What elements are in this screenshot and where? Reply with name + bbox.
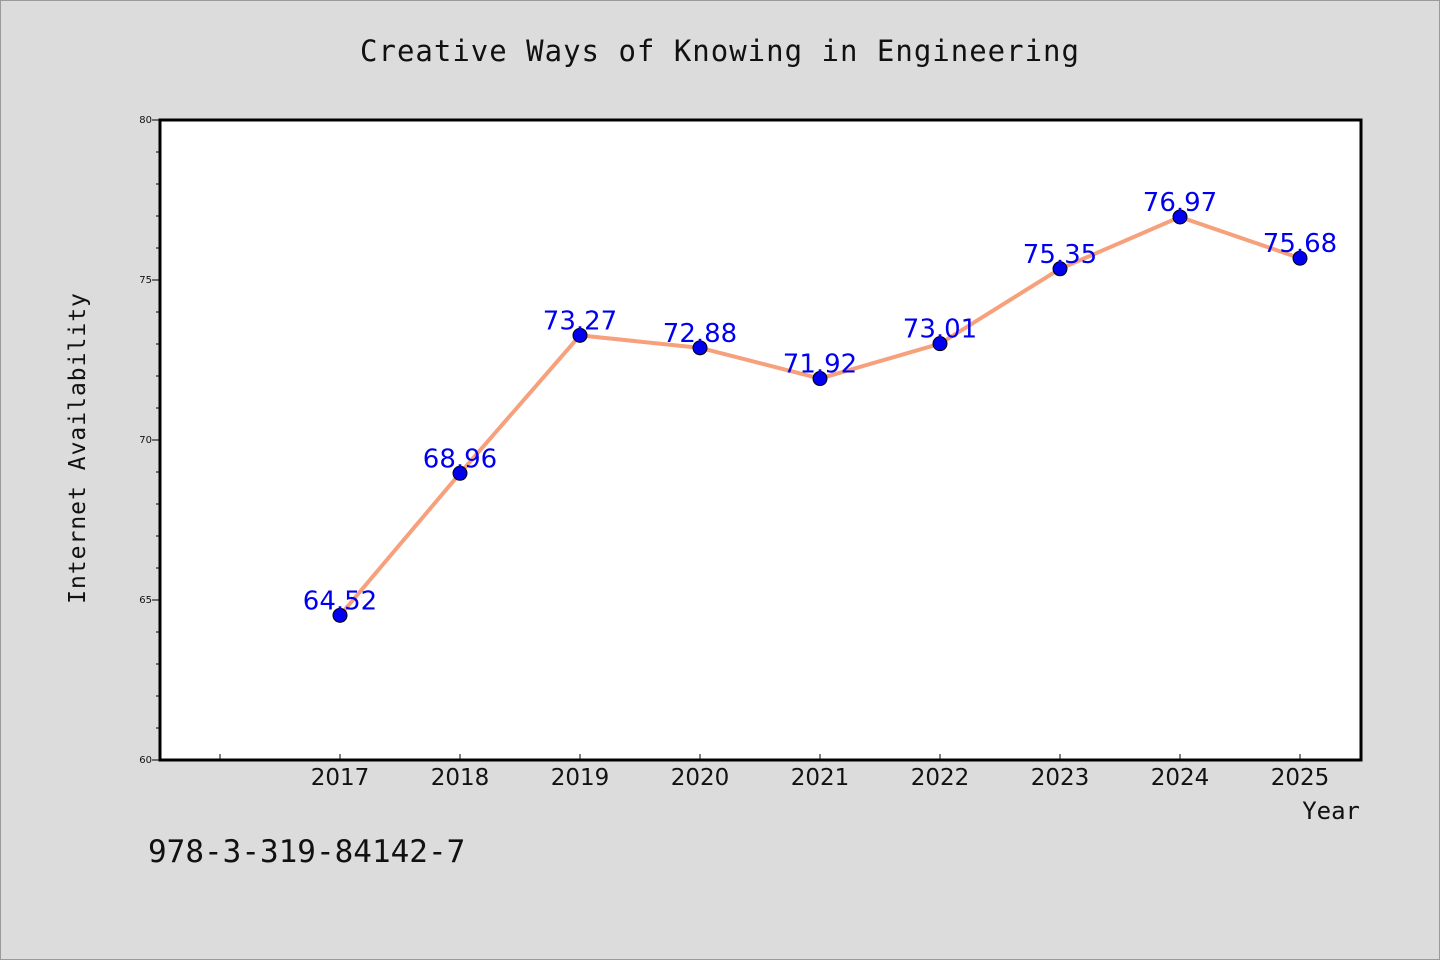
data-label: 75.35 — [1023, 240, 1097, 270]
chart-title: Creative Ways of Knowing in Engineering — [360, 34, 1080, 68]
x-tick-label: 2020 — [671, 765, 730, 791]
data-label: 73.27 — [543, 306, 617, 336]
data-label: 71.92 — [783, 350, 857, 380]
x-tick-label: 2024 — [1151, 765, 1210, 791]
x-tick-label: 2017 — [311, 765, 370, 791]
y-axis: 60 65 70 75 80 — [139, 115, 160, 766]
data-label: 64.52 — [303, 586, 377, 616]
x-axis-title: Year — [1302, 797, 1360, 825]
data-label: 68.96 — [423, 444, 497, 474]
data-point — [1052, 261, 1068, 277]
data-point — [1292, 250, 1308, 266]
data-point — [452, 465, 468, 481]
y-tick-label: 80 — [139, 115, 152, 126]
data-point — [1172, 209, 1188, 225]
x-tick-label: 2022 — [911, 765, 970, 791]
series-layer: 64.52 68.96 73.27 72.88 71.92 73.01 75.35 76.97… — [303, 188, 1337, 623]
data-label: 75.68 — [1263, 229, 1337, 259]
x-tick-label: 2019 — [551, 765, 610, 791]
y-tick-label: 60 — [139, 755, 152, 766]
data-point — [812, 371, 828, 387]
y-tick-label: 75 — [139, 275, 152, 286]
x-tick-label: 2021 — [791, 765, 850, 791]
data-point — [692, 340, 708, 356]
y-tick-label: 70 — [139, 435, 152, 446]
data-point — [932, 336, 948, 352]
isbn-note: 978-3-319-84142-7 — [148, 834, 466, 870]
x-tick-label: 2025 — [1271, 765, 1330, 791]
x-axis: 2017 2018 2019 2020 2021 2022 2023 2024 2025 — [219, 754, 1330, 791]
data-point — [332, 607, 348, 623]
data-point — [572, 327, 588, 343]
data-label: 73.01 — [903, 315, 977, 345]
data-label: 72.88 — [663, 319, 737, 349]
x-tick-label: 2023 — [1031, 765, 1090, 791]
plot-border — [158, 118, 1363, 762]
data-label: 76.97 — [1143, 188, 1217, 218]
x-tick-label: 2018 — [431, 765, 490, 791]
y-tick-label: 65 — [139, 595, 152, 606]
